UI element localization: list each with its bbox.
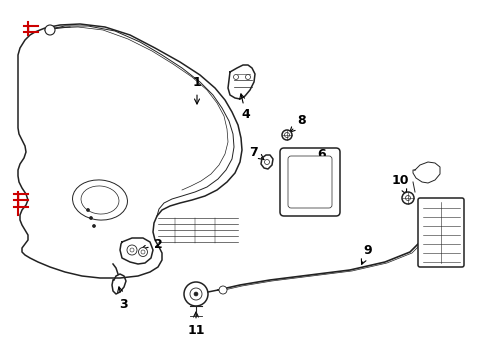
- Text: 1: 1: [192, 77, 201, 104]
- Circle shape: [86, 208, 89, 211]
- FancyBboxPatch shape: [417, 198, 463, 267]
- Ellipse shape: [72, 180, 127, 220]
- Circle shape: [264, 159, 269, 165]
- Circle shape: [92, 225, 95, 228]
- Text: 7: 7: [249, 145, 264, 159]
- Text: 3: 3: [118, 287, 127, 310]
- Circle shape: [141, 250, 145, 254]
- Circle shape: [89, 216, 92, 220]
- Circle shape: [233, 75, 238, 80]
- Circle shape: [245, 75, 250, 80]
- Text: 9: 9: [361, 243, 371, 264]
- Circle shape: [282, 130, 291, 140]
- Text: 11: 11: [187, 312, 204, 337]
- FancyBboxPatch shape: [287, 156, 331, 208]
- Circle shape: [405, 195, 409, 201]
- Circle shape: [284, 132, 289, 138]
- Text: 6: 6: [311, 148, 325, 178]
- Circle shape: [194, 292, 198, 296]
- Circle shape: [45, 25, 55, 35]
- Circle shape: [219, 286, 226, 294]
- Circle shape: [127, 245, 137, 255]
- Circle shape: [401, 192, 413, 204]
- Text: 2: 2: [141, 238, 162, 252]
- Circle shape: [190, 288, 202, 300]
- Circle shape: [130, 248, 134, 252]
- Text: 10: 10: [390, 174, 408, 194]
- FancyBboxPatch shape: [280, 148, 339, 216]
- Ellipse shape: [81, 186, 119, 214]
- Text: 5: 5: [429, 203, 440, 228]
- Text: 4: 4: [239, 94, 250, 122]
- Text: 8: 8: [289, 113, 305, 132]
- Circle shape: [138, 248, 147, 256]
- Circle shape: [183, 282, 207, 306]
